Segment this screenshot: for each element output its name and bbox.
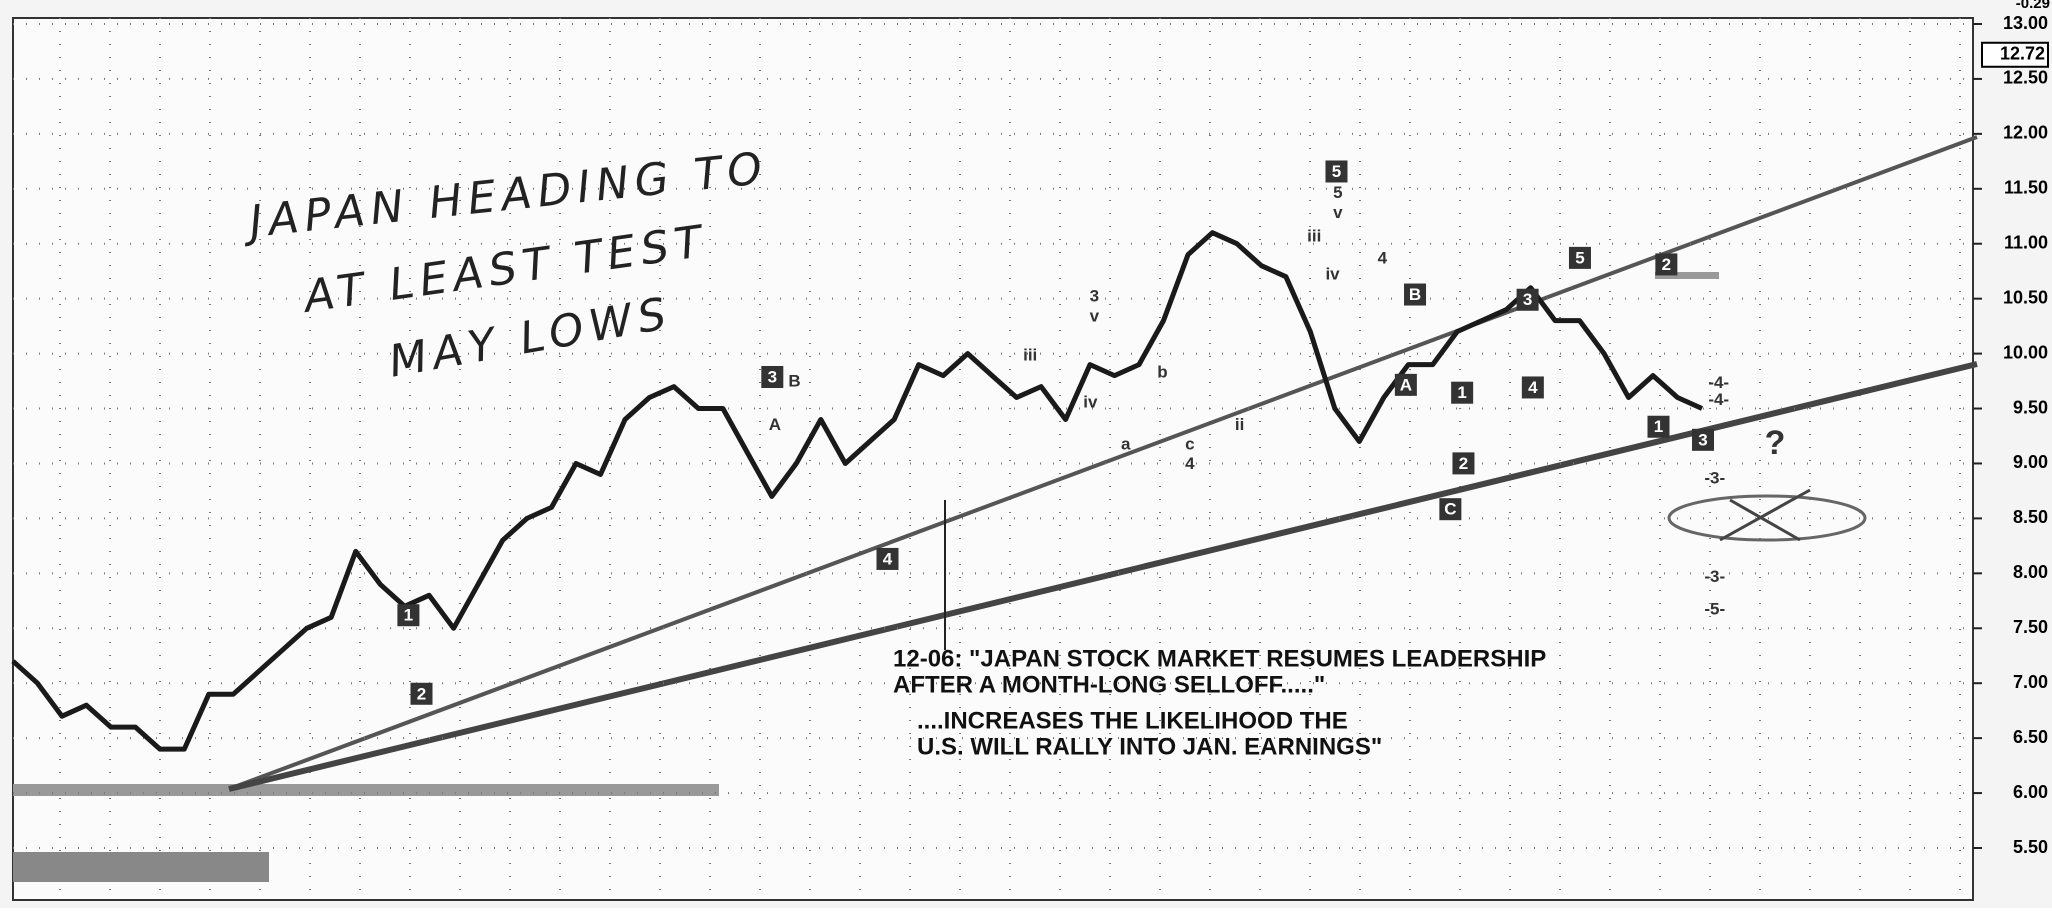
wave-label: -4- (1708, 373, 1729, 392)
target-ellipse (1667, 494, 1867, 542)
headline-text: 12-06: "JAPAN STOCK MARKET RESUMES LEADE… (893, 645, 1546, 672)
wave-label: iii (1023, 346, 1037, 365)
y-tick-label: 11.50 (2004, 178, 2048, 198)
y-tick-label: 5.50 (2013, 837, 2048, 857)
wave-label: ? (1765, 424, 1786, 462)
support-band (13, 784, 719, 796)
y-tick-label: 9.00 (2013, 452, 2048, 472)
wave-box-label: 1 (1654, 417, 1663, 436)
wave-label: -4- (1708, 390, 1729, 409)
wave-label: a (1121, 435, 1131, 454)
y-tick-label: 9.50 (2013, 397, 2048, 417)
headline-text: AFTER A MONTH-LONG SELLOFF....." (893, 671, 1325, 698)
y-tick-label: 6.50 (2013, 727, 2048, 747)
wave-label: 4 (1378, 249, 1388, 268)
wave-box-label: 5 (1575, 248, 1584, 267)
wave-label: -3- (1704, 567, 1725, 586)
wave-box (410, 682, 433, 705)
wave-label: 3 (1090, 287, 1099, 306)
y-tick-label: 8.50 (2013, 507, 2048, 527)
wave-box (1404, 283, 1427, 306)
wave-box-label: 2 (1459, 454, 1468, 473)
wave-box (1647, 415, 1670, 438)
wave-label: iii (1307, 226, 1321, 245)
wave-box (1655, 253, 1678, 276)
plot-frame (12, 17, 1974, 901)
wave-label: ii (1235, 415, 1244, 434)
wave-label: b (1157, 363, 1167, 382)
wave-box-label: 3 (1523, 290, 1532, 309)
wave-box (1516, 288, 1539, 311)
marker-bar (1655, 272, 1719, 279)
wave-box (1692, 428, 1715, 451)
wave-label: 4 (1185, 454, 1195, 473)
wave-label: -3- (1704, 469, 1725, 488)
wave-box-label: 3 (768, 367, 777, 386)
wave-box (1451, 381, 1474, 404)
wave-box-label: A (1400, 375, 1412, 394)
headline-text: U.S. WILL RALLY INTO JAN. EARNINGS" (917, 733, 1382, 760)
y-tick-label: 12.50 (2003, 68, 2048, 88)
y-tick-label: 10.50 (2003, 287, 2048, 307)
y-tick-label: 8.00 (2013, 562, 2048, 582)
y-tick-label: 7.50 (2013, 617, 2048, 637)
wave-box-label: 5 (1332, 162, 1341, 181)
wave-label: v (1090, 306, 1100, 325)
wave-label: 5 (1333, 183, 1342, 202)
wave-box-label: C (1444, 500, 1456, 519)
wave-box (1521, 376, 1544, 399)
wave-box-label: 2 (417, 684, 426, 703)
current-price-label: 12.72 (2000, 44, 2045, 64)
trendline-upper (228, 135, 1978, 791)
wave-label: iv (1083, 393, 1098, 412)
wave-box (761, 365, 784, 388)
wave-label: A (769, 415, 781, 434)
current-price-box (1981, 41, 2049, 68)
y-tick-label: 11.00 (2004, 232, 2048, 252)
y-tick-label: 12.00 (2003, 123, 2048, 143)
wave-box-label: 4 (1528, 378, 1538, 397)
wave-box (1325, 160, 1348, 183)
wave-label: B (788, 372, 800, 391)
target-x (1729, 498, 1801, 542)
y-tick-label: 10.00 (2003, 342, 2048, 362)
wave-box-label: 1 (1457, 383, 1466, 402)
wave-box (1452, 452, 1475, 475)
wave-box (1439, 498, 1462, 521)
wave-label: iv (1325, 264, 1340, 283)
y-tick-label: 13.00 (2003, 13, 2048, 33)
wave-box-label: B (1409, 285, 1421, 304)
target-x (1719, 488, 1811, 542)
wave-box-label: 4 (883, 549, 893, 568)
trendline-lower (228, 361, 1978, 792)
wave-label: v (1333, 203, 1343, 222)
wave-box (876, 547, 899, 570)
wave-box-label: 2 (1662, 255, 1671, 274)
wave-box (1568, 246, 1591, 269)
wave-box (1394, 373, 1417, 396)
wave-label: -5- (1704, 599, 1725, 618)
y-tick-label: 6.00 (2013, 782, 2048, 802)
headline-text: ....INCREASES THE LIKELIHOOD THE (917, 707, 1348, 734)
volume-band (13, 852, 269, 882)
price-line (11, 230, 1704, 752)
wave-box (397, 604, 420, 627)
y-tick-label: 7.00 (2013, 672, 2048, 692)
wave-box-label: 1 (404, 606, 413, 625)
wave-box-label: 3 (1698, 430, 1707, 449)
wave-label: c (1185, 435, 1194, 454)
change-label: -0.29 (2016, 0, 2050, 12)
